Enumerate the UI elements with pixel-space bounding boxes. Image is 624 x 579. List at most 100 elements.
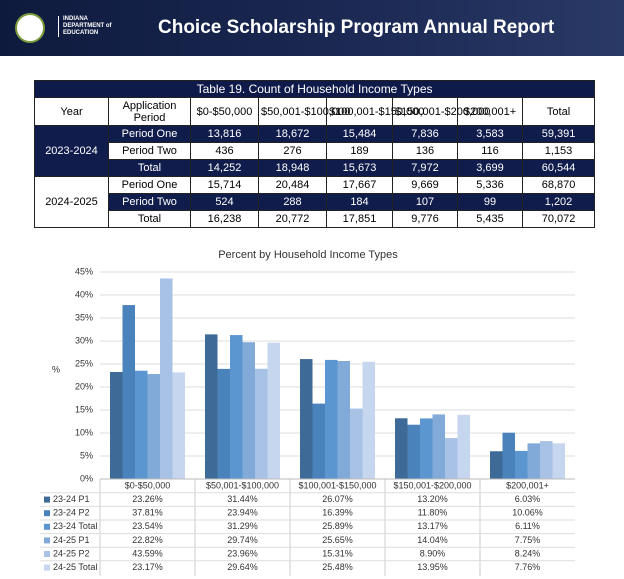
data-label: 13.17% [417,521,448,531]
data-label: 23.96% [227,548,258,558]
x-tick-label: $50,001-$100,000 [206,480,279,490]
data-label: 26.07% [322,494,353,504]
legend-swatch [44,523,50,530]
bar [540,441,553,479]
year-cell: 2024-2025 [34,176,109,228]
page-title: Choice Scholarship Program Annual Report [158,17,555,38]
legend-swatch [44,510,50,517]
table-row: 2023-2024 Period One 13,816 18,672 15,484 7,8… [34,125,596,177]
table-cell: 5,336 [457,176,523,194]
bar [122,305,135,479]
table-row: Period Two 524 288 184 107 99 1,202 [34,193,596,211]
chart-title: Percent by Household Income Types [218,249,398,261]
table-cell: 189 [326,142,393,160]
org-line: INDIANA [63,16,88,22]
column-header: $100,001-$150,000 [326,97,424,126]
legend-label: 23-24 Total [53,521,97,531]
bar [110,372,123,479]
data-label: 7.75% [515,535,541,545]
table-title: Table 19. Count of Household Income Type… [33,80,596,98]
data-label: 25.89% [322,521,353,531]
bar [267,342,280,479]
table-cell: 14,252 [190,159,259,177]
bar [337,361,350,479]
table-cell: 18,948 [258,159,327,177]
table-cell: 7,836 [392,125,458,143]
y-tick-label: 15% [75,404,93,414]
data-label: 14.04% [417,535,448,545]
table-cell: 9,669 [392,176,458,194]
table-cell: Total [108,210,191,228]
data-label: 13.95% [417,562,448,572]
data-label: 25.48% [322,562,353,572]
y-tick-label: 5% [80,450,93,460]
table-cell: 5,435 [457,210,523,228]
bar [502,432,515,479]
header: INDIANA DEPARTMENT of EDUCATION Choice S… [0,0,624,56]
data-table: Table 19. Count of Household Income Type… [33,80,596,228]
table-cell: 136 [392,142,458,160]
table-cell: 59,391 [521,125,596,143]
data-label: 15.31% [322,548,353,558]
y-tick-label: 35% [75,312,93,322]
column-header: $200,001+ [457,97,523,126]
table-cell: 60,544 [521,159,596,177]
bar [160,278,173,479]
legend-label: 24-25 P1 [53,535,90,545]
data-label: 23.26% [132,494,163,504]
y-tick-label: 20% [75,381,93,391]
x-tick-label: $150,001-$200,000 [393,480,471,490]
table-cell: Period One [108,125,191,143]
data-label: 23.94% [227,508,258,518]
data-label: 31.29% [227,521,258,531]
table-cell: 288 [258,193,327,211]
table-cell: 18,672 [258,125,327,143]
table-cell: 184 [326,193,393,211]
bar [255,368,268,479]
column-header: $150,001-$200,000 [392,97,490,126]
data-label: 10.06% [512,508,543,518]
y-tick-label: 45% [75,266,93,276]
x-tick-label: $100,001-$150,000 [298,480,376,490]
bar [552,443,565,479]
table-cell: 15,673 [326,159,393,177]
bar [432,414,445,479]
data-label: 29.64% [227,562,258,572]
bar [135,370,148,479]
y-tick-label: 10% [75,427,93,437]
bar [230,335,243,479]
legend-swatch [44,551,50,557]
bar [490,451,503,479]
data-label: 31.44% [227,494,258,504]
table-cell: 524 [190,193,259,211]
table-cell: 9,776 [392,210,458,228]
data-label: 37.81% [132,508,163,518]
y-axis-label: % [52,364,60,374]
bar [407,424,420,479]
column-header: $0-$50,000 [190,97,259,126]
data-label: 29.74% [227,535,258,545]
table-cell: 1,153 [521,142,596,160]
logo [15,13,45,43]
table-cell: 3,583 [457,125,523,143]
x-tick-label: $0-$50,000 [125,480,171,490]
bar [312,403,325,479]
table-cell: 436 [190,142,259,160]
legend-label: 23-24 P2 [53,508,90,518]
bar [242,342,255,479]
legend-swatch [44,496,50,503]
table-row: Total 14,252 18,948 15,673 7,972 3,699 60,544 [34,159,596,177]
table-cell: 16,238 [190,210,259,228]
table-cell: 20,772 [258,210,327,228]
org-line: DEPARTMENT of [63,23,112,29]
table-cell: Total [108,159,191,177]
header-row: Year Application Period $0-$50,000 $50,001-… [34,97,596,126]
bar [445,438,458,479]
table-cell: 7,972 [392,159,458,177]
table-cell: 107 [392,193,458,211]
table-cell: 13,816 [190,125,259,143]
table-row: Period Two 436 276 189 136 116 1,153 [35,142,596,160]
bar [147,374,160,479]
bar [527,443,540,479]
